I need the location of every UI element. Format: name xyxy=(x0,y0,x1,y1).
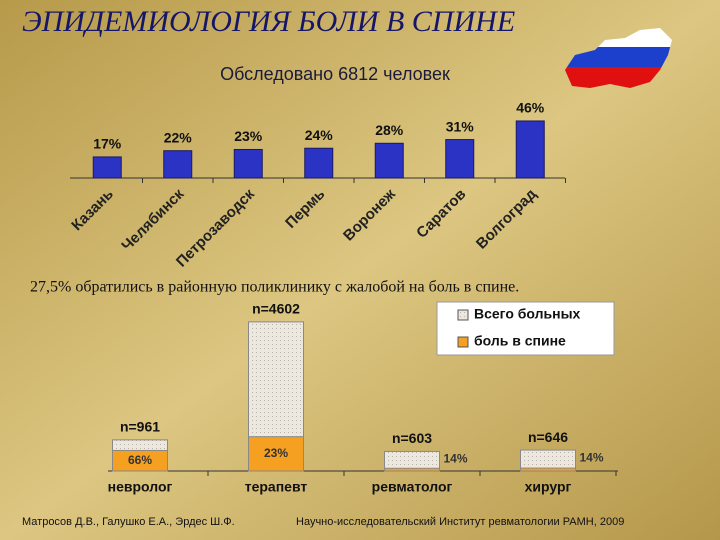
bar xyxy=(445,139,475,179)
share-bar xyxy=(112,449,168,472)
legend-swatch xyxy=(457,336,469,348)
x-tick-label: невролог xyxy=(108,479,173,495)
slide-title: ЭПИДЕМИОЛОГИЯ БОЛИ В СПИНЕ xyxy=(22,5,515,38)
share-bar xyxy=(384,467,440,472)
bar xyxy=(515,120,545,179)
total-label: n=961 xyxy=(120,419,160,435)
share-bar xyxy=(248,436,304,472)
share-label: 14% xyxy=(580,451,604,465)
total-label: n=646 xyxy=(528,429,568,445)
share-label: 66% xyxy=(128,453,152,467)
bar xyxy=(92,156,122,179)
data-label: 46% xyxy=(516,100,545,116)
bar xyxy=(233,148,263,179)
data-label: 23% xyxy=(234,128,263,144)
bar xyxy=(163,150,193,179)
data-label: 28% xyxy=(375,122,404,138)
share-label: 14% xyxy=(444,451,468,465)
chart-title: Обследовано 6812 человек xyxy=(220,64,450,84)
x-tick-label: хирург xyxy=(525,479,572,495)
footer-right: Научно-исследовательский Институт ревмат… xyxy=(296,516,624,528)
bar xyxy=(304,147,334,179)
data-label: 31% xyxy=(446,118,475,134)
legend-swatch xyxy=(457,309,469,321)
footer-left: Матросов Д.В., Галушко Е.А., Эрдес Ш.Ф. xyxy=(22,516,235,528)
subtitle: 27,5% обратились в районную поликлинику … xyxy=(30,279,519,296)
share-bar xyxy=(520,467,576,472)
legend-label: Всего больных xyxy=(474,306,581,322)
total-label: n=603 xyxy=(392,430,432,446)
x-tick-label: ревматолог xyxy=(372,479,453,495)
data-label: 22% xyxy=(164,129,193,145)
legend-label: боль в спине xyxy=(474,333,566,349)
total-label: n=4602 xyxy=(252,301,300,317)
share-label: 23% xyxy=(264,446,288,460)
x-tick-label: терапевт xyxy=(245,479,308,495)
data-label: 17% xyxy=(93,136,122,152)
bar xyxy=(374,142,404,179)
data-label: 24% xyxy=(305,127,334,143)
